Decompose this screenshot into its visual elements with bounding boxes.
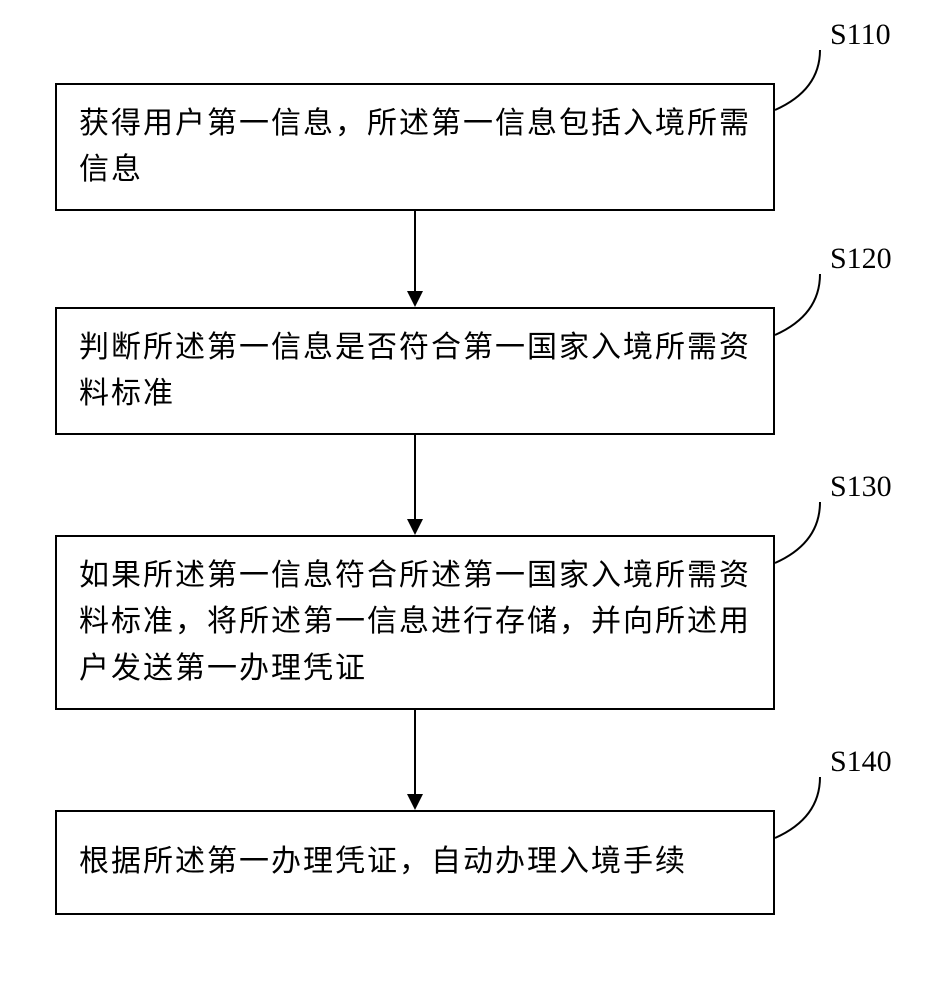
label-connector-s140 [0,0,938,1000]
flowchart-container: 获得用户第一信息，所述第一信息包括入境所需信息 S110 判断所述第一信息是否符… [0,0,938,1000]
